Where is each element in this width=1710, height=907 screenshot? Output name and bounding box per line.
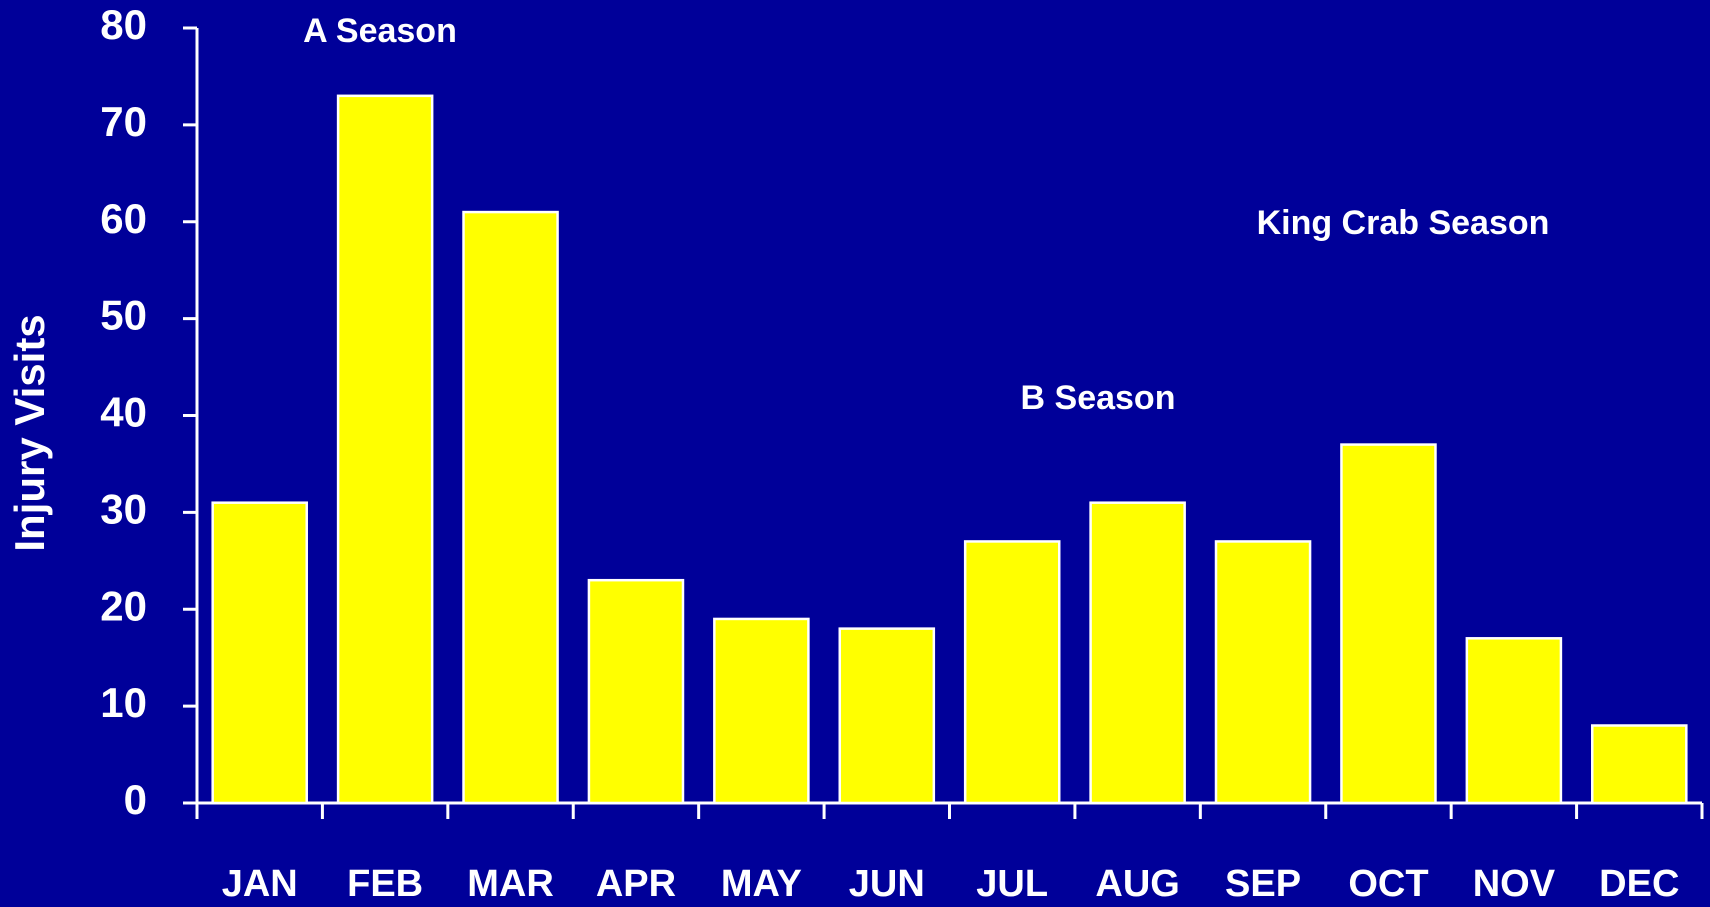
bar xyxy=(838,627,936,805)
bar xyxy=(1089,501,1186,805)
bar xyxy=(587,578,685,805)
annotation: B Season xyxy=(1021,379,1176,417)
bar xyxy=(462,210,559,805)
y-tick-label: 50 xyxy=(100,292,147,339)
bar xyxy=(713,617,810,805)
x-tick-label: SEP xyxy=(1225,863,1301,905)
bar xyxy=(211,501,308,805)
bar xyxy=(963,540,1061,805)
y-axis-label: Injury Visits xyxy=(6,314,53,551)
y-tick-label: 30 xyxy=(100,485,147,532)
y-tick-label: 40 xyxy=(100,389,147,436)
y-tick-label: 10 xyxy=(100,679,147,726)
y-tick-label: 20 xyxy=(100,582,147,629)
y-tick-label: 80 xyxy=(100,1,147,48)
x-tick-label: MAY xyxy=(721,863,802,905)
bar xyxy=(1465,637,1563,805)
x-tick-label: MAR xyxy=(467,863,554,905)
bar xyxy=(336,94,434,805)
x-tick-label: AUG xyxy=(1095,863,1179,905)
x-tick-label: JUL xyxy=(976,863,1048,905)
x-tick-label: NOV xyxy=(1473,863,1556,905)
x-tick-label: APR xyxy=(596,863,676,905)
x-tick-label: OCT xyxy=(1348,863,1428,905)
x-tick-label: JUN xyxy=(849,863,925,905)
y-tick-label: 70 xyxy=(100,98,147,145)
annotation: A Season xyxy=(303,12,457,50)
bar xyxy=(1591,724,1688,805)
bar xyxy=(1340,443,1437,805)
x-tick-label: FEB xyxy=(347,863,423,905)
y-tick-label: 0 xyxy=(124,776,147,823)
y-tick-label: 60 xyxy=(100,195,147,242)
bar xyxy=(1214,540,1312,805)
x-tick-label: JAN xyxy=(222,863,298,905)
x-tick-label: DEC xyxy=(1599,863,1679,905)
annotation: King Crab Season xyxy=(1257,204,1550,242)
